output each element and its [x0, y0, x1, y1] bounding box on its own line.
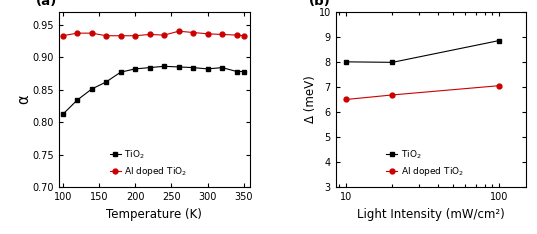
Text: (b): (b)	[309, 0, 331, 8]
X-axis label: Temperature (K): Temperature (K)	[106, 208, 202, 221]
TiO$_2$	[190, 66, 197, 69]
TiO$_2$	[60, 113, 66, 116]
TiO$_2$	[496, 39, 503, 42]
Al doped TiO$_2$	[89, 32, 95, 35]
Al doped TiO$_2$	[147, 33, 153, 36]
Al doped TiO$_2$	[103, 34, 110, 37]
Text: (a): (a)	[36, 0, 57, 8]
Al doped TiO$_2$	[132, 34, 139, 37]
Al doped TiO$_2$	[205, 32, 211, 35]
Y-axis label: Δ (meV): Δ (meV)	[304, 76, 317, 123]
TiO$_2$	[241, 70, 247, 73]
TiO$_2$	[74, 99, 81, 102]
Line: Al doped TiO$_2$: Al doped TiO$_2$	[344, 83, 502, 102]
Al doped TiO$_2$	[190, 31, 197, 34]
TiO$_2$	[132, 67, 139, 70]
TiO$_2$	[118, 71, 124, 73]
Al doped TiO$_2$	[343, 98, 350, 101]
TiO$_2$	[219, 66, 226, 69]
Al doped TiO$_2$	[389, 94, 396, 96]
X-axis label: Light Intensity (mW/cm²): Light Intensity (mW/cm²)	[357, 208, 505, 221]
TiO$_2$	[176, 66, 182, 68]
TiO$_2$	[234, 70, 240, 73]
Line: Al doped TiO$_2$: Al doped TiO$_2$	[60, 29, 246, 38]
Legend: TiO$_2$, Al doped TiO$_2$: TiO$_2$, Al doped TiO$_2$	[384, 146, 467, 181]
Legend: TiO$_2$, Al doped TiO$_2$: TiO$_2$, Al doped TiO$_2$	[107, 146, 190, 181]
TiO$_2$	[161, 65, 168, 68]
Al doped TiO$_2$	[219, 33, 226, 36]
Al doped TiO$_2$	[496, 84, 503, 87]
Line: TiO$_2$: TiO$_2$	[60, 64, 246, 117]
Line: TiO$_2$: TiO$_2$	[344, 38, 502, 65]
Al doped TiO$_2$	[60, 34, 66, 37]
Al doped TiO$_2$	[241, 34, 247, 37]
TiO$_2$	[89, 88, 95, 91]
Al doped TiO$_2$	[176, 30, 182, 33]
Al doped TiO$_2$	[118, 34, 124, 37]
TiO$_2$	[389, 61, 396, 64]
TiO$_2$	[205, 67, 211, 70]
Al doped TiO$_2$	[161, 34, 168, 37]
TiO$_2$	[103, 80, 110, 83]
Y-axis label: α: α	[16, 95, 31, 104]
Al doped TiO$_2$	[74, 32, 81, 35]
TiO$_2$	[147, 66, 153, 69]
TiO$_2$	[343, 60, 350, 63]
Al doped TiO$_2$	[234, 34, 240, 37]
